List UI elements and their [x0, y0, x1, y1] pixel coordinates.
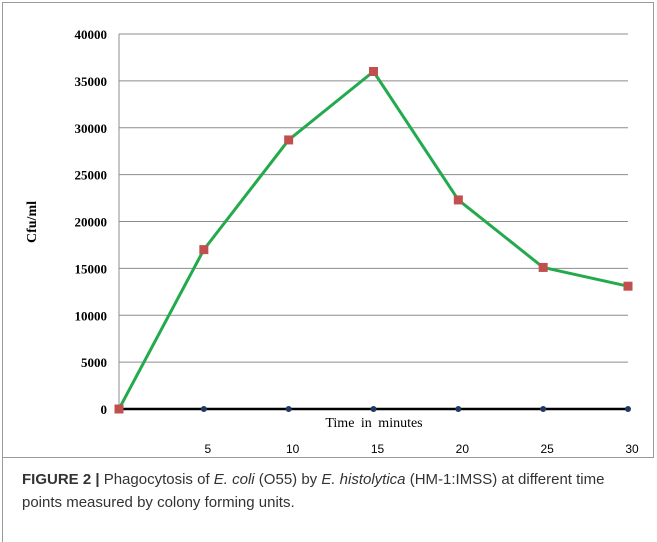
x-tick-label: 5 — [204, 442, 211, 456]
data-point — [453, 195, 463, 205]
caption-text: (HM-1:IMSS) at different time points mea… — [22, 471, 605, 511]
x-tick-label: 25 — [540, 442, 554, 456]
data-point — [284, 135, 294, 145]
x-tick-label: 30 — [625, 442, 639, 456]
y-tick-label: 20000 — [75, 215, 108, 230]
x-tick-labels: 5 10 15 20 25 30 — [204, 442, 639, 456]
data-point — [199, 245, 209, 255]
data-point — [623, 281, 633, 291]
y-tick-label: 10000 — [75, 308, 108, 323]
series-layer — [114, 67, 633, 414]
y-axis-label: Cfu/ml — [25, 201, 40, 243]
x-tick-label: 15 — [371, 442, 385, 456]
y-tick-label: 5000 — [81, 355, 107, 370]
data-point — [369, 67, 378, 76]
data-point — [540, 406, 547, 412]
figure-caption: FIGURE 2 | Phagocytosis of E. coli (O55)… — [22, 468, 642, 514]
data-point — [200, 406, 207, 412]
caption-organism: E. histolytica — [321, 471, 406, 488]
data-point — [538, 262, 548, 272]
y-tick-label: 35000 — [75, 74, 108, 89]
data-point — [114, 404, 124, 414]
y-tick-label: 15000 — [75, 261, 108, 276]
caption-label: FIGURE 2 | — [22, 471, 100, 488]
x-axis-label: Time in minutes — [325, 416, 422, 431]
y-tick-label: 0 — [101, 402, 108, 417]
data-point — [455, 406, 462, 412]
series-line — [117, 70, 629, 410]
data-point — [370, 406, 377, 412]
figure-frame — [2, 2, 654, 458]
y-tick-label: 25000 — [75, 168, 108, 183]
caption-organism: E. coli — [213, 471, 255, 488]
y-tick-label: 30000 — [75, 121, 108, 136]
data-point — [625, 406, 631, 412]
caption-text: (O55) by — [254, 471, 322, 488]
gridlines — [119, 33, 628, 363]
y-tick-labels: 0 5000 10000 15000 20000 25000 30000 35000 40000 — [75, 27, 108, 417]
data-point — [285, 406, 292, 412]
caption-text: Phagocytosis of — [99, 471, 214, 488]
frame-rule — [2, 458, 3, 542]
x-tick-label: 20 — [456, 442, 470, 456]
line-chart: 0 5000 10000 15000 20000 25000 30000 35000 40000… — [25, 27, 639, 456]
y-tick-label: 40000 — [75, 27, 108, 42]
x-tick-label: 10 — [286, 442, 300, 456]
